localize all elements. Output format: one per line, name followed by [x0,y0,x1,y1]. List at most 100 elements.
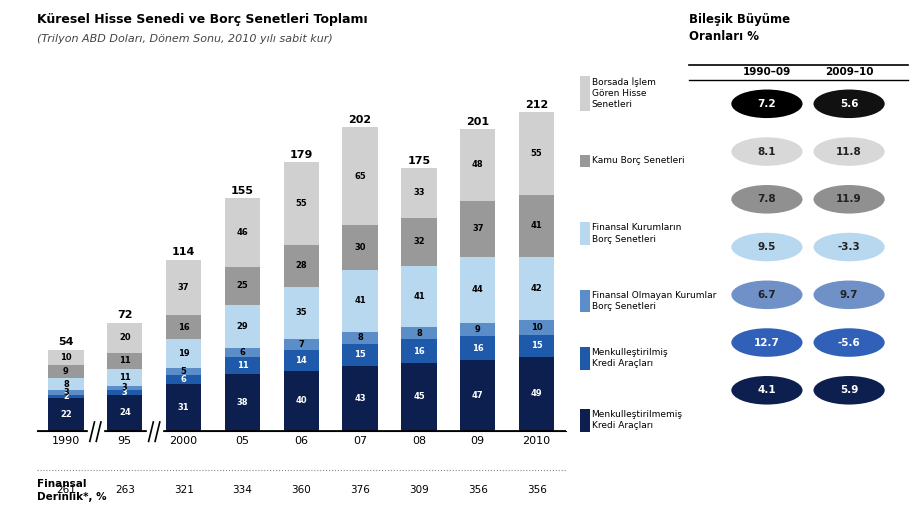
Text: 44: 44 [472,285,484,294]
Bar [284,162,319,244]
Bar [225,374,260,431]
Text: 41: 41 [354,296,366,305]
Text: 25: 25 [236,281,248,290]
Text: 32: 32 [414,237,425,246]
Bar [460,360,496,431]
Text: 155: 155 [231,186,254,196]
Text: 212: 212 [525,100,549,110]
Text: 14: 14 [296,356,307,365]
Bar [48,350,84,365]
Bar [166,260,201,315]
Bar [284,350,319,371]
Bar [48,365,84,378]
Text: 8.1: 8.1 [758,146,776,157]
Text: Kamu Borç Senetleri: Kamu Borç Senetleri [592,156,684,166]
Text: 54: 54 [58,337,74,347]
Text: 72: 72 [117,310,132,320]
Bar [48,395,84,398]
Bar [342,270,378,332]
Text: 16: 16 [178,323,190,332]
Text: 9: 9 [475,325,480,334]
Bar [284,371,319,431]
Text: 8: 8 [357,333,363,342]
Bar [284,339,319,350]
Bar [48,398,84,431]
Text: 334: 334 [233,485,252,496]
Text: 41: 41 [530,221,542,230]
Text: 7: 7 [299,340,304,349]
Bar [402,363,436,431]
Bar [402,327,436,339]
Text: 175: 175 [407,156,431,166]
Text: Bileşik Büyüme
Oranları %: Bileşik Büyüme Oranları % [689,13,791,43]
Text: 10: 10 [530,323,542,332]
Bar [519,357,554,431]
Text: 309: 309 [409,485,429,496]
Text: 55: 55 [530,149,542,158]
Text: 48: 48 [472,160,484,170]
Text: -5.6: -5.6 [838,337,860,348]
Text: 7.2: 7.2 [758,99,776,109]
Text: 261: 261 [56,485,76,496]
Bar [460,256,496,323]
Text: 11: 11 [119,373,131,382]
Bar [460,323,496,336]
Text: Küresel Hisse Senedi ve Borç Senetleri Toplamı: Küresel Hisse Senedi ve Borç Senetleri T… [37,13,367,26]
Bar [519,335,554,357]
Text: Finansal
Derinlik*, %: Finansal Derinlik*, % [37,479,106,502]
Text: 179: 179 [289,149,313,160]
Bar [225,198,260,267]
Bar [107,386,142,390]
Bar [460,201,496,256]
Bar [166,367,201,375]
Text: 24: 24 [119,408,131,417]
Text: 5.9: 5.9 [840,385,858,395]
Bar [342,344,378,366]
Text: 2009–10: 2009–10 [824,67,874,77]
Text: Menkulleştirilmiş
Kredi Araçları: Menkulleştirilmiş Kredi Araçları [592,348,668,368]
Bar [519,113,554,195]
Bar [519,320,554,335]
Text: 30: 30 [354,243,366,252]
Bar [48,378,84,390]
Bar [342,225,378,270]
Text: 1990–09: 1990–09 [743,67,791,77]
Text: (Trilyon ABD Doları, Dönem Sonu, 2010 yılı sabit kur): (Trilyon ABD Doları, Dönem Sonu, 2010 yı… [37,34,332,44]
Bar [460,336,496,360]
Text: 20: 20 [119,333,131,342]
Bar [519,195,554,256]
Text: 16: 16 [472,344,484,353]
Bar [107,369,142,386]
Bar [342,332,378,344]
Text: 38: 38 [236,398,248,407]
Text: 15: 15 [530,342,542,350]
Bar [342,366,378,431]
Text: 3: 3 [122,384,128,392]
Text: 22: 22 [60,409,72,419]
Text: 376: 376 [351,485,370,496]
Text: 6: 6 [181,375,186,384]
Text: 40: 40 [296,396,307,405]
Bar [284,286,319,339]
Bar [107,395,142,431]
Text: 43: 43 [354,394,366,403]
Bar [166,375,201,384]
Text: 65: 65 [354,172,366,181]
Text: 15: 15 [354,350,366,360]
Text: 11.9: 11.9 [836,194,862,204]
Bar [402,339,436,363]
Text: 4.1: 4.1 [758,385,776,395]
Text: 11: 11 [119,357,131,365]
Bar [225,267,260,305]
Text: 33: 33 [414,188,425,197]
Text: 201: 201 [467,117,489,127]
Bar [402,217,436,266]
Text: 360: 360 [291,485,311,496]
Bar [342,127,378,225]
Text: Borsada İşlem
Gören Hisse
Senetleri: Borsada İşlem Gören Hisse Senetleri [592,77,656,110]
Text: 11: 11 [236,361,248,370]
Text: 3: 3 [122,388,128,397]
Text: 29: 29 [236,322,248,331]
Text: 6.7: 6.7 [758,290,776,300]
Text: 28: 28 [296,261,307,270]
